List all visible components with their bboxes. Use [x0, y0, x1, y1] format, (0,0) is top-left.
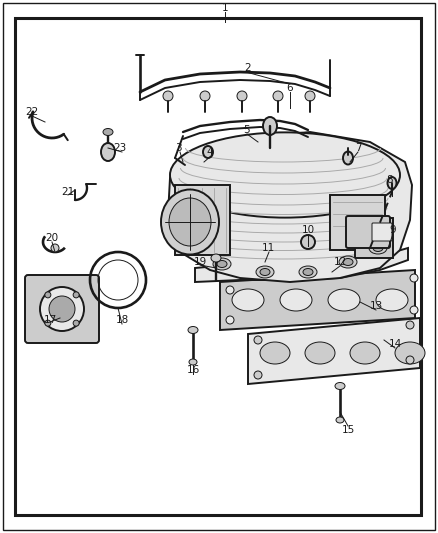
Polygon shape	[220, 270, 415, 330]
Circle shape	[357, 227, 367, 237]
Ellipse shape	[339, 256, 357, 268]
Ellipse shape	[335, 383, 345, 390]
Ellipse shape	[373, 245, 383, 252]
Text: 23: 23	[113, 143, 127, 153]
FancyBboxPatch shape	[346, 216, 390, 248]
Circle shape	[410, 274, 418, 282]
Ellipse shape	[203, 146, 213, 158]
Ellipse shape	[303, 269, 313, 276]
Ellipse shape	[213, 258, 231, 270]
Text: 12: 12	[333, 257, 346, 267]
Polygon shape	[248, 318, 420, 384]
Circle shape	[49, 296, 75, 322]
Ellipse shape	[299, 266, 317, 278]
Text: 2: 2	[245, 63, 251, 73]
Ellipse shape	[305, 342, 335, 364]
Ellipse shape	[376, 289, 408, 311]
Ellipse shape	[350, 342, 380, 364]
Ellipse shape	[263, 117, 277, 135]
Ellipse shape	[188, 327, 198, 334]
Text: 21: 21	[61, 187, 74, 197]
Text: 18: 18	[115, 315, 129, 325]
Circle shape	[237, 91, 247, 101]
Text: 14: 14	[389, 339, 402, 349]
Text: 9: 9	[390, 225, 396, 235]
Ellipse shape	[301, 235, 315, 249]
Text: 5: 5	[244, 125, 250, 135]
Ellipse shape	[328, 289, 360, 311]
FancyBboxPatch shape	[25, 275, 99, 343]
Ellipse shape	[101, 143, 115, 161]
Ellipse shape	[169, 198, 211, 246]
FancyBboxPatch shape	[330, 195, 385, 250]
Circle shape	[73, 292, 79, 298]
Circle shape	[40, 287, 84, 331]
Ellipse shape	[388, 177, 396, 189]
Circle shape	[377, 227, 387, 237]
Text: 6: 6	[287, 83, 293, 93]
Circle shape	[254, 336, 262, 344]
Ellipse shape	[103, 128, 113, 135]
Ellipse shape	[280, 289, 312, 311]
Ellipse shape	[260, 342, 290, 364]
Text: 19: 19	[193, 257, 207, 267]
Ellipse shape	[395, 342, 425, 364]
Circle shape	[273, 91, 283, 101]
Text: 3: 3	[175, 143, 181, 153]
Ellipse shape	[369, 242, 387, 254]
Ellipse shape	[170, 132, 400, 217]
Circle shape	[45, 320, 51, 326]
Polygon shape	[168, 132, 412, 282]
FancyBboxPatch shape	[372, 223, 392, 241]
Text: 4: 4	[207, 147, 213, 157]
Text: 8: 8	[387, 175, 393, 185]
Ellipse shape	[256, 266, 274, 278]
Text: 7: 7	[355, 143, 361, 153]
Circle shape	[406, 321, 414, 329]
Text: 16: 16	[187, 365, 200, 375]
Ellipse shape	[161, 190, 219, 254]
Circle shape	[73, 320, 79, 326]
Circle shape	[406, 356, 414, 364]
Ellipse shape	[189, 359, 197, 365]
Ellipse shape	[343, 151, 353, 165]
Circle shape	[51, 244, 59, 252]
Ellipse shape	[217, 261, 227, 268]
Circle shape	[163, 91, 173, 101]
Circle shape	[226, 286, 234, 294]
Text: 20: 20	[46, 233, 59, 243]
Ellipse shape	[211, 254, 221, 262]
Circle shape	[410, 306, 418, 314]
Ellipse shape	[343, 259, 353, 265]
Circle shape	[254, 371, 262, 379]
Circle shape	[45, 292, 51, 298]
Ellipse shape	[336, 417, 344, 423]
Circle shape	[200, 91, 210, 101]
Text: 15: 15	[341, 425, 355, 435]
Polygon shape	[195, 248, 408, 282]
Circle shape	[305, 91, 315, 101]
Circle shape	[226, 316, 234, 324]
Text: 17: 17	[43, 315, 57, 325]
FancyBboxPatch shape	[175, 185, 230, 255]
Text: 10: 10	[301, 225, 314, 235]
Text: 11: 11	[261, 243, 275, 253]
Text: 13: 13	[369, 301, 383, 311]
FancyBboxPatch shape	[355, 218, 393, 258]
Text: 1: 1	[222, 3, 228, 13]
Text: 22: 22	[25, 107, 39, 117]
Ellipse shape	[260, 269, 270, 276]
Ellipse shape	[232, 289, 264, 311]
